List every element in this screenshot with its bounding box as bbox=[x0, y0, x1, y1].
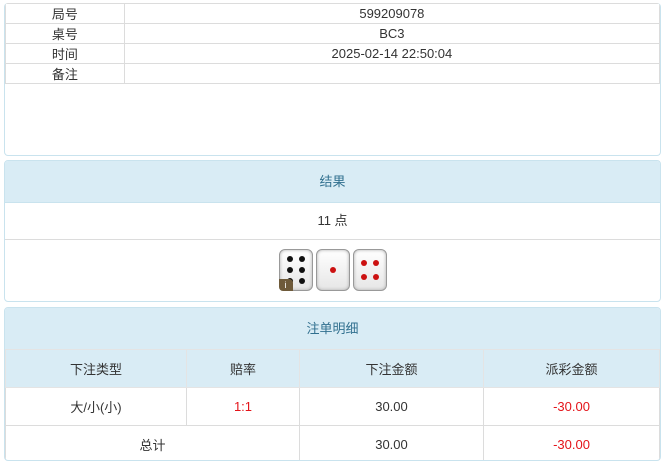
note-value bbox=[123, 63, 660, 84]
die-face-1 bbox=[315, 249, 350, 291]
die-pip bbox=[329, 267, 336, 273]
column-header-row: 下注类型 赔率 下注金额 派彩金额 bbox=[5, 349, 660, 388]
result-title: 结果 bbox=[5, 161, 660, 203]
die-face-4 bbox=[352, 249, 387, 291]
result-panel: 结果 11 点 i bbox=[4, 160, 661, 302]
die-pip bbox=[298, 267, 305, 273]
die-pip bbox=[360, 274, 367, 280]
die-pip bbox=[372, 274, 379, 280]
info-icon[interactable]: i bbox=[278, 279, 293, 291]
die-pip bbox=[298, 278, 305, 284]
bet-type: 大/小(小) bbox=[5, 387, 187, 426]
total-row: 总计 30.00 -30.00 bbox=[5, 425, 660, 460]
table-row: 局号 599209078 bbox=[5, 3, 660, 24]
table-row: 时间 2025-02-14 22:50:04 bbox=[5, 43, 660, 64]
bet-table: 下注类型 赔率 下注金额 派彩金额 大/小(小) 1:1 30.00 -30.0… bbox=[5, 349, 660, 460]
dice-row: i bbox=[5, 239, 660, 300]
col-bet-amount: 下注金额 bbox=[299, 349, 484, 388]
die-pip bbox=[372, 260, 379, 266]
bet-detail-title: 注单明细 bbox=[5, 308, 660, 349]
die-pip bbox=[298, 256, 305, 262]
table-row: 备注 bbox=[5, 63, 660, 84]
total-payout: -30.00 bbox=[483, 425, 660, 460]
bet-detail-panel: 注单明细 下注类型 赔率 下注金额 派彩金额 大/小(小) 1:1 30.00 … bbox=[4, 307, 661, 461]
time-value: 2025-02-14 22:50:04 bbox=[123, 43, 660, 64]
result-points: 11 点 bbox=[317, 213, 348, 228]
round-value: 599209078 bbox=[123, 3, 660, 24]
table-row: 大/小(小) 1:1 30.00 -30.00 bbox=[5, 387, 660, 426]
info-table: 局号 599209078 桌号 BC3 时间 2025-02-14 22:50:04 … bbox=[5, 3, 660, 84]
die-pip bbox=[360, 260, 367, 266]
table-value: BC3 bbox=[123, 23, 660, 44]
col-bet-type: 下注类型 bbox=[5, 349, 187, 388]
die-face-6: i bbox=[278, 249, 313, 291]
table-label: 桌号 bbox=[5, 23, 125, 44]
bet-amount: 30.00 bbox=[299, 387, 484, 426]
table-row: 桌号 BC3 bbox=[5, 23, 660, 44]
info-panel: 局号 599209078 桌号 BC3 时间 2025-02-14 22:50:04 … bbox=[4, 3, 661, 156]
die-pip bbox=[286, 256, 293, 262]
round-label: 局号 bbox=[5, 3, 125, 24]
die-pip bbox=[286, 267, 293, 273]
total-label: 总计 bbox=[5, 425, 300, 460]
total-amount: 30.00 bbox=[299, 425, 484, 460]
time-label: 时间 bbox=[5, 43, 125, 64]
col-odds: 赔率 bbox=[186, 349, 300, 388]
note-label: 备注 bbox=[5, 63, 125, 84]
col-payout: 派彩金额 bbox=[483, 349, 660, 388]
odds: 1:1 bbox=[186, 387, 300, 426]
payout: -30.00 bbox=[483, 387, 660, 426]
